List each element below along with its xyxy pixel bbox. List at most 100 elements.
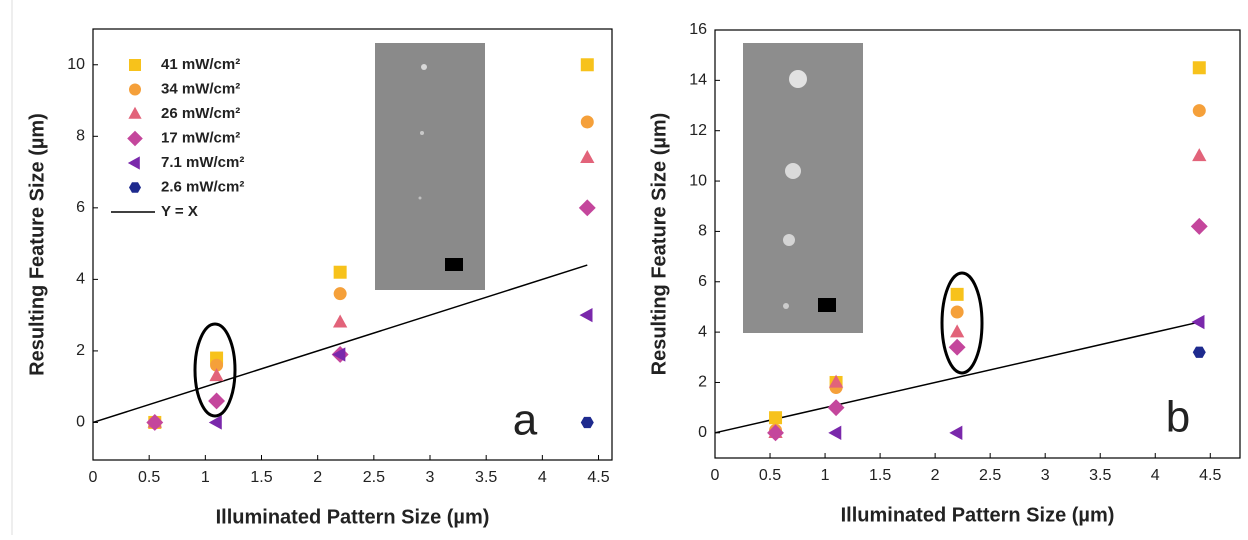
x-tick-label: 1 <box>201 469 210 486</box>
legend-label: 34 mW/cm² <box>161 80 240 97</box>
x-tick-label: 4.5 <box>1199 467 1221 484</box>
data-point <box>1192 346 1206 358</box>
legend-marker <box>127 130 143 147</box>
data-point <box>333 265 347 279</box>
sem-feature <box>783 303 789 309</box>
sem-feature <box>783 234 795 246</box>
x-tick-label: 0.5 <box>759 467 781 484</box>
x-tick-label: 0 <box>711 467 720 484</box>
data-point <box>948 338 966 356</box>
x-axis-title: Illuminated Pattern Size (µm) <box>841 504 1115 526</box>
data-point <box>1192 148 1207 162</box>
data-point <box>208 392 226 410</box>
scale-bar <box>818 298 836 312</box>
legend-marker <box>127 156 140 170</box>
legend-marker <box>129 59 141 71</box>
data-point <box>828 374 844 388</box>
highlight-ellipse <box>193 322 237 418</box>
y-tick-label: 6 <box>698 273 707 290</box>
data-point <box>580 416 594 429</box>
y-tick-label: 0 <box>76 414 85 431</box>
data-point <box>950 287 964 301</box>
x-tick-label: 1 <box>821 467 830 484</box>
legend-label: 17 mW/cm² <box>161 129 240 146</box>
data-point <box>828 425 842 440</box>
y-tick-label: 4 <box>76 271 85 288</box>
legend-marker <box>129 83 141 96</box>
y-tick-label: 14 <box>689 72 707 89</box>
sem-feature <box>421 64 427 70</box>
identity-line <box>714 321 1200 434</box>
data-point <box>209 368 224 382</box>
y-tick-label: 8 <box>76 128 85 145</box>
y-tick-label: 10 <box>689 172 707 189</box>
y-tick-label: 4 <box>698 323 707 340</box>
x-tick-label: 2 <box>313 469 322 486</box>
legend-marker <box>128 106 142 119</box>
legend-label: 7.1 mW/cm² <box>161 154 244 171</box>
data-point <box>578 199 596 217</box>
data-point <box>580 58 594 72</box>
data-point <box>332 314 348 328</box>
data-point <box>1192 104 1206 118</box>
sem-feature <box>785 163 801 179</box>
data-point <box>767 424 784 442</box>
legend-label: 2.6 mW/cm² <box>161 178 244 195</box>
data-point <box>769 411 783 425</box>
data-point <box>950 305 964 319</box>
y-tick-label: 16 <box>689 21 707 38</box>
y-tick-label: 2 <box>76 342 85 359</box>
y-tick-label: 0 <box>698 424 707 441</box>
legend-label: 41 mW/cm² <box>161 56 240 73</box>
x-tick-label: 4.5 <box>587 469 609 486</box>
x-tick-label: 2.5 <box>363 469 385 486</box>
legend-label: Y = X <box>161 203 198 220</box>
data-point <box>827 399 845 417</box>
data-point <box>146 413 164 431</box>
data-point <box>210 358 224 372</box>
sem-feature <box>789 70 807 88</box>
sem-inset <box>375 43 485 290</box>
y-axis-title: Resulting Feature Size (µm) <box>648 113 670 376</box>
sem-feature <box>420 131 424 135</box>
sem-feature <box>418 196 422 200</box>
x-tick-label: 3 <box>426 469 435 486</box>
x-axis-title: Illuminated Pattern Size (µm) <box>216 506 490 528</box>
x-tick-label: 3 <box>1041 467 1050 484</box>
x-tick-label: 4 <box>1151 467 1160 484</box>
x-tick-label: 0.5 <box>138 469 160 486</box>
x-tick-label: 4 <box>538 469 547 486</box>
y-axis-title: Resulting Feature Size (µm) <box>26 113 48 376</box>
y-tick-label: 2 <box>698 374 707 391</box>
panel-label: b <box>1166 393 1190 442</box>
x-tick-label: 3.5 <box>475 469 497 486</box>
data-point <box>579 307 593 323</box>
data-point <box>1192 61 1206 75</box>
data-point <box>332 347 346 362</box>
x-tick-label: 3.5 <box>1089 467 1111 484</box>
plot-frame <box>92 28 613 461</box>
y-tick-label: 8 <box>698 223 707 240</box>
plot-frame <box>714 29 1241 459</box>
data-point <box>949 425 963 440</box>
x-tick-label: 1.5 <box>250 469 272 486</box>
data-point <box>580 115 594 129</box>
scale-bar <box>445 258 463 271</box>
data-point <box>580 149 595 163</box>
data-point <box>1191 314 1205 330</box>
sem-inset <box>743 43 863 333</box>
x-tick-label: 1.5 <box>869 467 891 484</box>
data-point <box>1190 217 1208 235</box>
data-point <box>333 287 347 301</box>
panel-label: a <box>513 396 538 445</box>
identity-line <box>92 264 588 424</box>
x-tick-label: 0 <box>89 469 98 486</box>
y-tick-label: 6 <box>76 199 85 216</box>
y-tick-label: 12 <box>689 122 707 139</box>
x-tick-label: 2.5 <box>979 467 1001 484</box>
highlight-ellipse <box>940 271 984 375</box>
y-tick-label: 10 <box>67 56 85 73</box>
data-point <box>949 324 965 338</box>
